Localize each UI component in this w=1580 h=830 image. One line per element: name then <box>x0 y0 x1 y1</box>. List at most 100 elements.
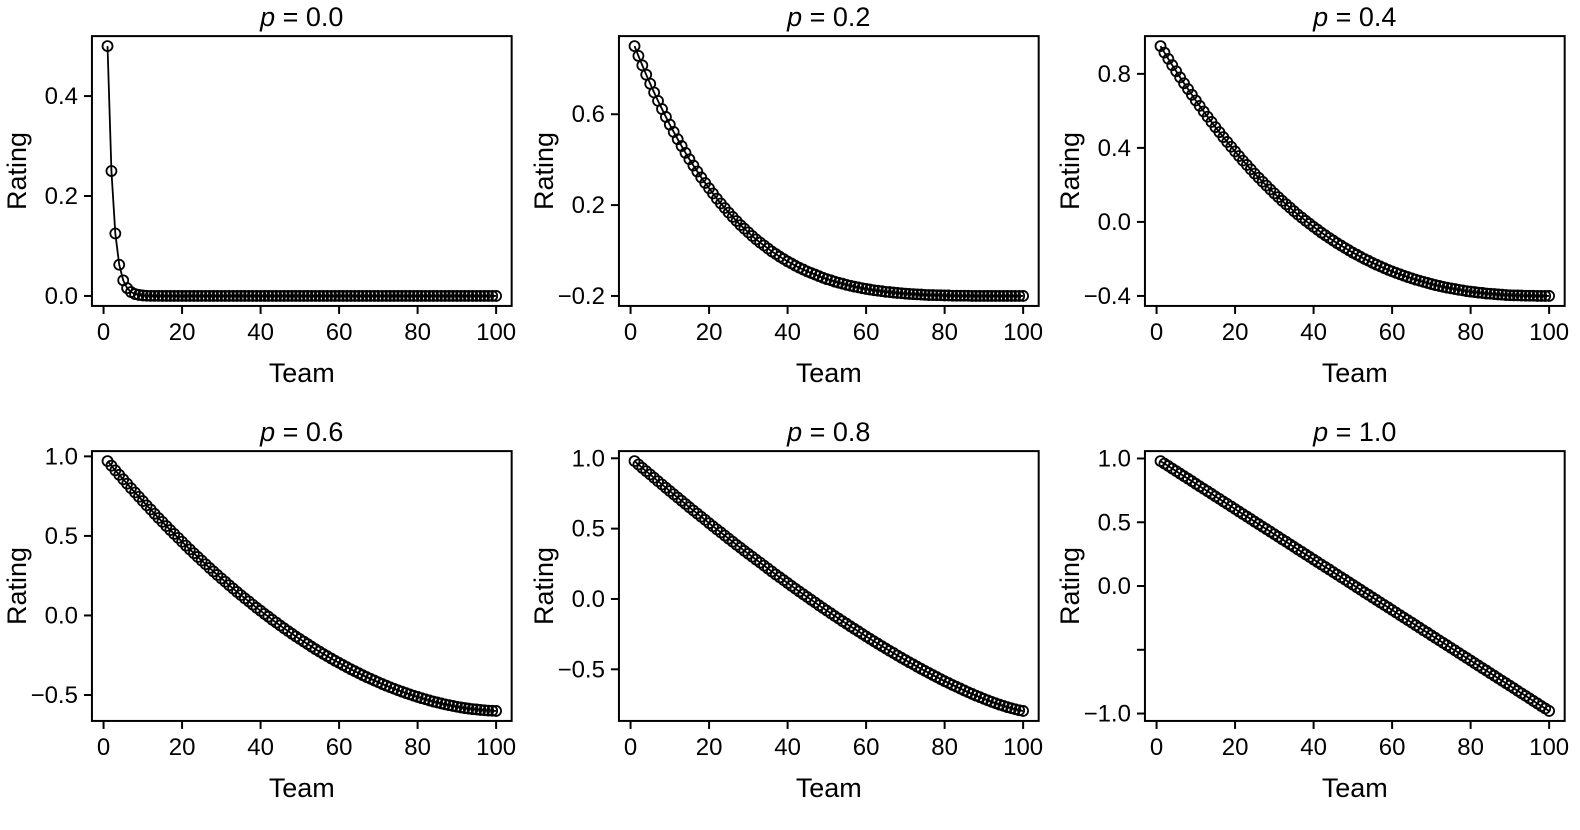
y-tick-label: −0.2 <box>557 283 604 310</box>
data-point <box>478 704 491 717</box>
data-point <box>160 520 173 532</box>
data-point <box>482 704 495 717</box>
data-point <box>628 455 641 467</box>
plot-box <box>90 35 513 307</box>
data-point <box>1453 283 1466 296</box>
data-point <box>930 289 943 302</box>
panel-title: p = 0.6 <box>259 417 343 447</box>
data-point <box>325 290 338 302</box>
panel-p-0.4: p = 0.4 0 20 40 60 80 100 −0.4 0.0 0.4 0.8 Team Rati… <box>1053 0 1580 415</box>
data-point <box>333 290 345 302</box>
data-point <box>242 290 255 302</box>
data-point <box>954 289 966 302</box>
data-point <box>407 290 420 302</box>
data-point <box>458 290 471 302</box>
data-point <box>478 290 491 302</box>
data-point <box>317 290 330 302</box>
y-tick-label: 1.0 <box>571 445 604 472</box>
plot-box <box>1144 35 1567 307</box>
series-line <box>106 46 497 297</box>
data-point <box>352 290 365 302</box>
y-tick-label: −0.4 <box>1084 283 1131 310</box>
data-point <box>215 290 228 302</box>
data-point <box>1166 59 1179 72</box>
data-point <box>1012 290 1025 302</box>
data-point <box>133 289 145 301</box>
data-point <box>454 290 467 302</box>
data-point <box>470 703 483 716</box>
data-point <box>1174 71 1187 84</box>
data-point <box>207 565 220 578</box>
data-point <box>486 704 499 717</box>
data-point <box>183 290 196 302</box>
y-tick-label: 0.8 <box>1098 61 1131 88</box>
data-point <box>195 290 208 302</box>
data-point <box>1472 286 1485 299</box>
x-tick-label: 20 <box>1222 319 1249 346</box>
data-point <box>679 146 692 159</box>
data-point <box>278 290 291 302</box>
data-point <box>168 290 181 302</box>
data-point <box>203 290 216 302</box>
data-point <box>290 290 302 302</box>
data-point <box>934 289 947 302</box>
data-point <box>977 290 990 302</box>
data-point <box>647 471 660 484</box>
data-point <box>321 290 334 302</box>
data-point <box>274 290 287 302</box>
x-tick-label: 0 <box>624 319 637 346</box>
data-point <box>168 528 181 540</box>
x-tick-label: 60 <box>1379 319 1406 346</box>
data-point <box>462 702 475 715</box>
data-point <box>136 289 149 302</box>
data-point <box>1001 290 1013 302</box>
panel-p-0.6: p = 0.6 0 20 40 60 80 100 −0.5 0.0 0.5 1.0 Team Rati… <box>0 415 527 830</box>
panel-title: p = 0.4 <box>1313 2 1397 32</box>
data-point <box>961 289 974 302</box>
panel-title: p = 0.0 <box>259 2 343 32</box>
data-point <box>176 535 188 548</box>
data-point <box>231 290 243 302</box>
data-point <box>1264 183 1277 196</box>
y-tick-label: 0.6 <box>571 101 604 128</box>
data-point <box>946 289 958 302</box>
data-point <box>101 40 114 53</box>
data-point <box>871 284 884 297</box>
data-point <box>223 290 236 302</box>
data-point <box>152 289 165 302</box>
data-point <box>907 288 919 301</box>
x-tick-label: 100 <box>1529 734 1569 761</box>
data-point <box>1508 289 1521 302</box>
x-tick-label: 40 <box>1301 734 1328 761</box>
data-point <box>164 290 177 302</box>
data-point <box>1016 290 1029 302</box>
data-point <box>474 704 487 716</box>
y-tick-label: −0.5 <box>31 682 78 709</box>
y-tick-label: 0.5 <box>571 516 604 543</box>
data-point <box>1496 288 1509 301</box>
data-point <box>1488 288 1501 300</box>
data-point <box>344 290 357 302</box>
data-point <box>305 290 318 302</box>
data-point <box>211 290 224 302</box>
x-tick-label: 80 <box>404 734 431 761</box>
x-tick-label: 0 <box>1150 319 1163 346</box>
y-axis-title: Rating <box>529 547 559 625</box>
data-point <box>1154 40 1167 52</box>
data-point <box>286 290 298 302</box>
x-tick-label: 0 <box>1150 734 1163 761</box>
x-tick-label: 100 <box>476 319 516 346</box>
x-tick-label: 40 <box>774 319 801 346</box>
data-point <box>687 159 699 172</box>
data-point <box>172 290 185 302</box>
series-line <box>633 460 1023 712</box>
panel-p-0.2: p = 0.2 0 20 40 60 80 100 −0.2 0.2 0.6 Team Rating <box>527 0 1054 415</box>
data-point <box>105 165 118 177</box>
x-tick-label: 80 <box>931 734 958 761</box>
data-point <box>219 575 232 588</box>
data-point <box>1512 289 1524 302</box>
y-tick-label: 0.0 <box>1098 209 1131 236</box>
y-tick-label: 0.2 <box>45 183 78 210</box>
data-point <box>1516 289 1528 302</box>
y-tick-label: 0.4 <box>1098 135 1131 162</box>
